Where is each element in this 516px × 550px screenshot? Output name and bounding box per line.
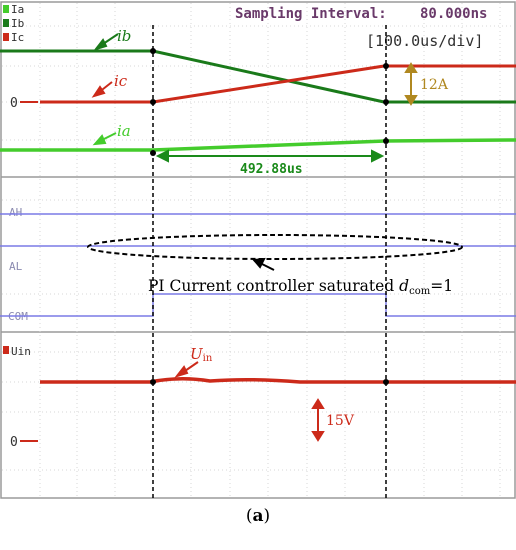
uin-swatch xyxy=(3,346,9,354)
timebase-label: [100.0us/div] xyxy=(366,32,483,50)
ib-arrow xyxy=(93,33,119,51)
sampling-interval-label: Sampling Interval: xyxy=(235,6,387,22)
saturation-annotation: PI Current controller saturated dcom=1 xyxy=(148,277,453,297)
ic-trace xyxy=(40,64,516,104)
saturation-text-eq: =1 xyxy=(430,277,453,295)
dot-ia-end xyxy=(383,138,389,144)
uin-annotation: Uin xyxy=(190,345,213,364)
dot-uin-end xyxy=(383,379,389,385)
ib-channel-label: Ib xyxy=(11,17,24,30)
event-dots xyxy=(150,48,389,385)
ah-channel-label: AH xyxy=(9,206,22,219)
ib-annotation: ib xyxy=(117,27,131,45)
zero-current-label: 0 xyxy=(10,96,18,111)
saturation-text-sub: com xyxy=(409,286,431,297)
saturation-text-main: PI Current controller saturated xyxy=(148,277,399,295)
al-channel-label: AL xyxy=(9,260,23,273)
dot-ib-start xyxy=(150,48,156,54)
ic-annotation: ic xyxy=(114,72,128,90)
ia-annotation: ia xyxy=(117,122,131,140)
step-12a-label: 12A xyxy=(420,77,449,93)
saturation-text-d: d xyxy=(399,277,409,295)
uin-text-main: U xyxy=(190,345,204,363)
caption-open: ( xyxy=(245,506,253,526)
uin-trace xyxy=(40,377,516,384)
ia-swatch xyxy=(3,5,9,13)
ic-channel-label: Ic xyxy=(11,31,24,44)
volt-15-marker xyxy=(311,398,325,442)
caption-close: ) xyxy=(263,506,271,526)
zero-voltage-label: 0 xyxy=(10,435,18,450)
ib-swatch xyxy=(3,19,9,27)
saturation-arrow xyxy=(251,257,275,271)
ic-swatch xyxy=(3,33,9,41)
dot-uin-start xyxy=(150,379,156,385)
ic-arrow xyxy=(91,81,113,98)
uin-text-sub: in xyxy=(203,353,213,364)
duration-label: 492.88us xyxy=(240,162,303,177)
ia-channel-label: Ia xyxy=(11,3,24,16)
figure-caption: (a) xyxy=(0,506,516,526)
dot-ic-end xyxy=(383,63,389,69)
step-12a-marker xyxy=(404,62,418,106)
caption-letter: a xyxy=(252,506,264,526)
volt-15-label: 15V xyxy=(326,413,355,429)
uin-arrow xyxy=(174,361,199,378)
uin-channel-label: Uin xyxy=(11,345,31,358)
duration-arrow xyxy=(155,149,385,163)
dot-ia-start xyxy=(150,150,156,156)
dot-ic-start xyxy=(150,99,156,105)
saturation-ellipse xyxy=(87,234,463,260)
ib-trace xyxy=(0,49,516,104)
ia-trace xyxy=(0,138,516,152)
dot-ib-end xyxy=(383,99,389,105)
ia-arrow xyxy=(92,132,117,146)
com-trace xyxy=(0,293,516,317)
sampling-interval-value: 80.000ns xyxy=(420,6,487,22)
